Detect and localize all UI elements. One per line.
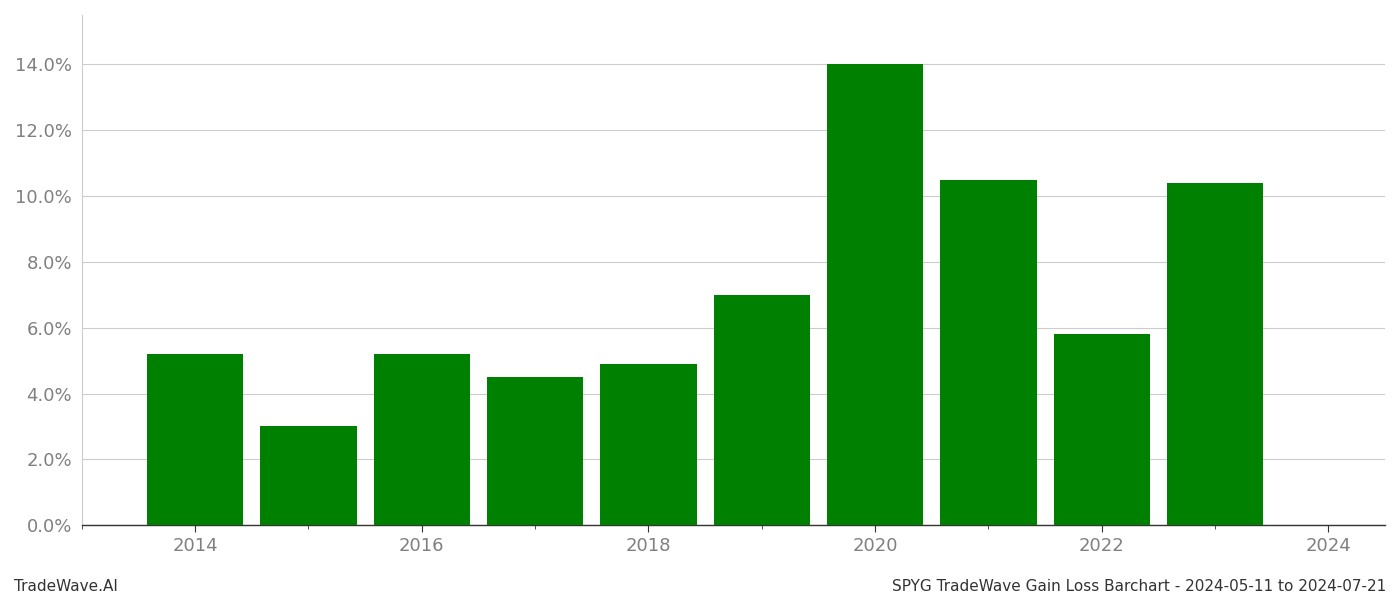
Bar bbox=[260, 427, 357, 525]
Bar bbox=[1054, 334, 1149, 525]
Bar bbox=[487, 377, 584, 525]
Text: SPYG TradeWave Gain Loss Barchart - 2024-05-11 to 2024-07-21: SPYG TradeWave Gain Loss Barchart - 2024… bbox=[892, 579, 1386, 594]
Bar bbox=[601, 364, 697, 525]
Text: TradeWave.AI: TradeWave.AI bbox=[14, 579, 118, 594]
Bar bbox=[374, 354, 470, 525]
Bar bbox=[147, 354, 244, 525]
Bar bbox=[1166, 183, 1263, 525]
Bar bbox=[941, 179, 1036, 525]
Bar bbox=[827, 64, 923, 525]
Bar bbox=[714, 295, 809, 525]
